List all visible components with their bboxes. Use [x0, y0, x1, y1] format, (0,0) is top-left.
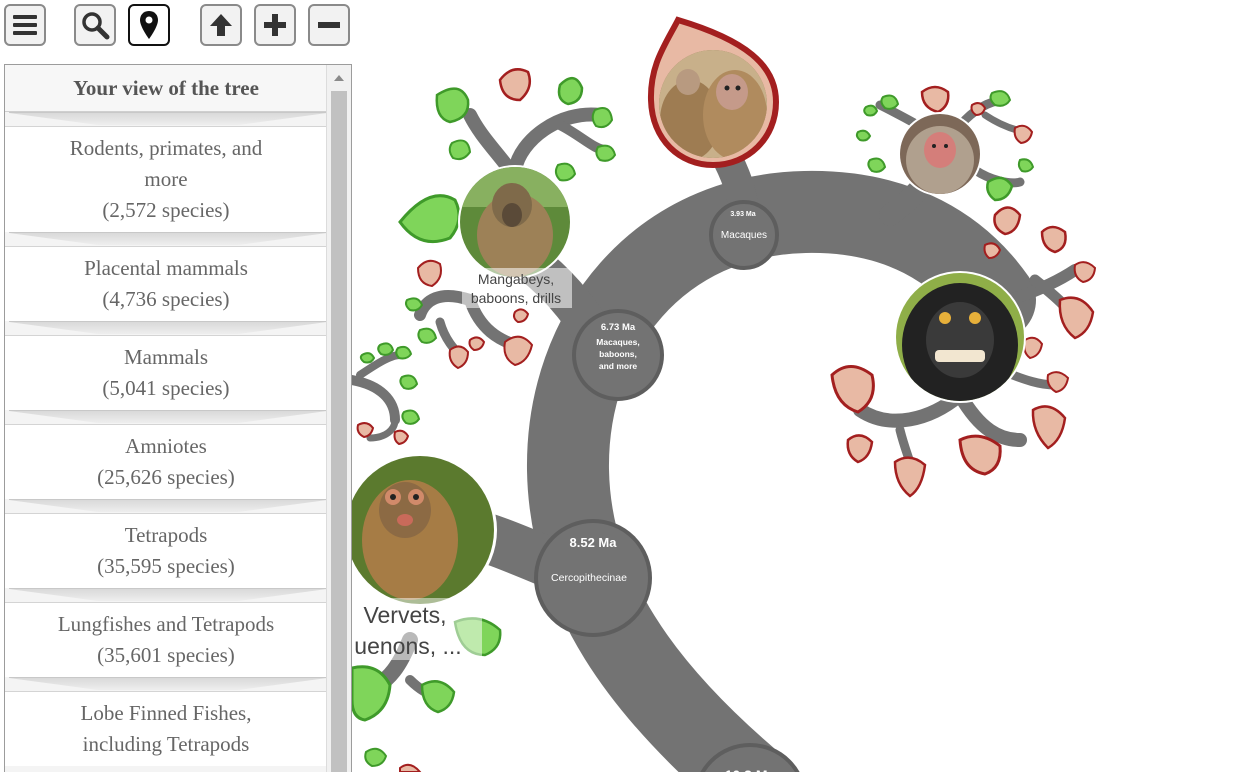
lineage-item-lungfishes-tetrapods[interactable]: Lungfishes and Tetrapods (35,601 species…	[5, 602, 327, 677]
label-vervets: Vervets, uenons, ...	[352, 598, 482, 660]
lineage-item-amniotes[interactable]: Amniotes (25,626 species)	[5, 424, 327, 499]
label-mangabeys: Mangabeys, baboons, drills	[462, 268, 572, 308]
node-age: 10.3 Ma	[725, 767, 776, 772]
lineage-item-label: Amniotes	[125, 434, 207, 458]
lineage-item-label: Rodents, primates, and	[69, 136, 263, 160]
lineage-list: Your view of the tree Rodents, primates,…	[5, 65, 327, 772]
guenon-leaf[interactable]	[343, 453, 497, 607]
lineage-item-label: Mammals	[124, 345, 208, 369]
zoom-in-button[interactable]	[254, 4, 296, 46]
leaves-red	[356, 68, 1097, 772]
lineage-item-placental-mammals[interactable]: Placental mammals (4,736 species)	[5, 246, 327, 321]
panel-title: Your view of the tree	[5, 65, 327, 112]
lineage-item-label: more	[144, 167, 188, 191]
node-cercopithecinae[interactable]: 8.52 Ma Cercopithecinae	[534, 519, 652, 637]
minus-icon	[318, 22, 340, 28]
panel-scrollbar[interactable]	[326, 65, 351, 772]
lineage-item-count: (35,595 species)	[97, 554, 235, 578]
lineage-item-mammals[interactable]: Mammals (5,041 species)	[5, 335, 327, 410]
zoom-out-button[interactable]	[308, 4, 350, 46]
node-name-line-3: and more	[599, 361, 638, 371]
separator	[5, 499, 327, 513]
separator	[5, 321, 327, 335]
scroll-up-arrow[interactable]	[327, 67, 351, 89]
lineage-item-count: (2,572 species)	[102, 198, 230, 222]
separator	[5, 677, 327, 691]
node-name-line-1: Macaques,	[596, 337, 639, 347]
separator	[5, 112, 327, 126]
node-name-line-2: baboons,	[599, 349, 637, 359]
scrollbar-thumb[interactable]	[331, 91, 347, 772]
label-line-2: uenons, ...	[354, 633, 461, 659]
lineage-item-tetrapods[interactable]: Tetrapods (35,595 species)	[5, 513, 327, 588]
node-age: 6.73 Ma	[601, 322, 636, 333]
leaves-green	[352, 77, 1035, 768]
up-button[interactable]	[200, 4, 242, 46]
crested-macaque-leaf[interactable]	[894, 271, 1026, 407]
lineage-item-lobe-finned-fishes[interactable]: Lobe Finned Fishes, including Tetrapods	[5, 691, 327, 766]
node-age: 8.52 Ma	[570, 535, 618, 550]
lineage-item-count: (5,041 species)	[102, 376, 230, 400]
lineage-item-label: Lobe Finned Fishes,	[80, 701, 252, 725]
separator	[5, 588, 327, 602]
plus-icon	[264, 14, 286, 36]
search-button[interactable]	[74, 4, 116, 46]
label-line-2: baboons, drills	[471, 290, 561, 306]
separator	[5, 410, 327, 424]
triangle-up-icon	[334, 75, 344, 81]
magnifier-icon	[82, 12, 110, 40]
japanese-macaque-leaf[interactable]	[898, 112, 982, 196]
lineage-item-rodents-primates[interactable]: Rodents, primates, and more (2,572 speci…	[5, 126, 327, 232]
lineage-item-label: including Tetrapods	[82, 732, 250, 756]
node-bottom[interactable]: 10.3 Ma	[695, 743, 805, 772]
node-name: Cercopithecinae	[551, 572, 627, 584]
location-button[interactable]	[128, 4, 170, 46]
tree-view-panel: Your view of the tree Rodents, primates,…	[4, 64, 352, 772]
node-macaques-baboons[interactable]: 6.73 Ma Macaques, baboons, and more	[572, 309, 664, 401]
node-macaques[interactable]: 3.93 Ma Macaques	[709, 200, 779, 270]
lineage-item-count: (4,736 species)	[102, 287, 230, 311]
lineage-item-count: (25,626 species)	[97, 465, 235, 489]
label-line-1: Vervets,	[363, 602, 446, 628]
lineage-item-count: (35,601 species)	[97, 643, 235, 667]
arrow-up-icon	[210, 14, 232, 36]
separator	[5, 232, 327, 246]
menu-button[interactable]	[4, 4, 46, 46]
baboon-leaf[interactable]	[458, 165, 572, 279]
label-line-1: Mangabeys,	[478, 271, 554, 287]
barbary-macaque-leaf[interactable]	[647, 16, 780, 169]
hamburger-icon	[13, 15, 37, 35]
map-pin-icon	[140, 11, 158, 39]
node-age: 3.93 Ma	[730, 211, 755, 218]
node-name: Macaques	[721, 230, 767, 241]
lineage-item-label: Tetrapods	[124, 523, 208, 547]
lineage-item-label: Lungfishes and Tetrapods	[57, 612, 275, 636]
lineage-item-label: Placental mammals	[84, 256, 248, 280]
